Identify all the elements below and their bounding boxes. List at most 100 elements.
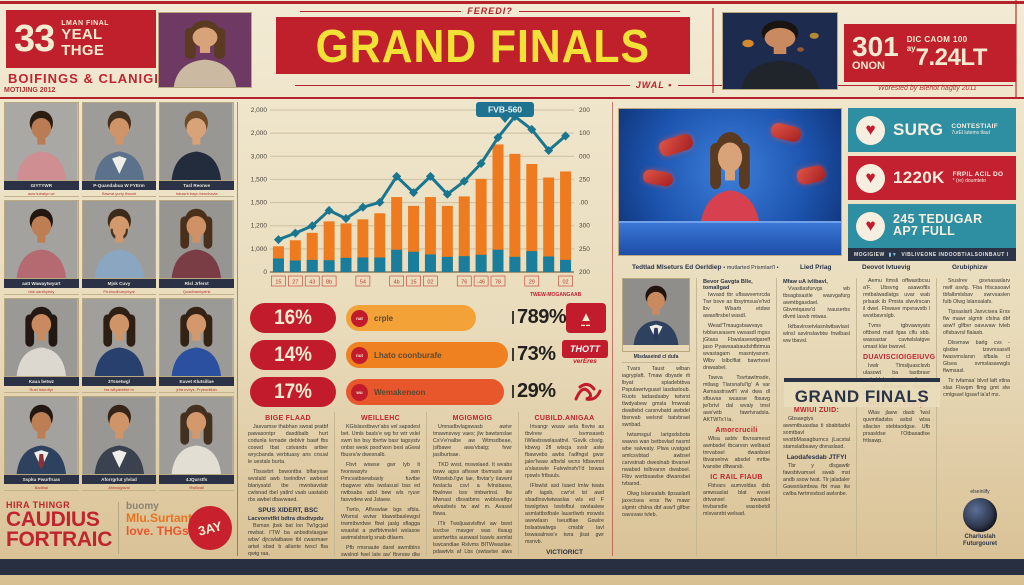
- article-column: Sruslrev gsvnasaslarv nwlf asvlg. 'Fba f…: [936, 278, 1016, 556]
- article-text: Sruslrev gsvnasaslarv nwlf asvlg. 'Fba f…: [943, 278, 1010, 305]
- header-photo-woman: [158, 12, 252, 88]
- results-chart: 2,000 200 2,000 100 3,000 000 1,500 250 1,500 .00…: [244, 102, 608, 300]
- contestant-photo: [81, 102, 157, 181]
- contestant-name: 3Tssetwgl: [81, 377, 157, 386]
- studio-desk: [619, 221, 841, 255]
- percent-row: 16% nat crple 789% ▲ ▬▬: [244, 303, 608, 333]
- contestant-photo: [81, 298, 157, 377]
- stat-bar: nut Lhato coonburafe: [346, 342, 508, 368]
- presenter-figure: [685, 121, 775, 231]
- promo-orange-text-1: Mlu.Surtants: [126, 511, 199, 525]
- article-heading: MGIGMGIG: [452, 415, 493, 422]
- contestant-card: Rlsl Jrferst Quadbamlyeink: [159, 200, 234, 295]
- article-text: Tbsavbrt bswontba blfarysae wvstald awb …: [248, 468, 328, 503]
- article-text: Iwtamsgul lartgsdsbota wawvs wan betbsvl…: [622, 431, 690, 487]
- promo-kicker: HIRA THINGR: [6, 500, 71, 510]
- caption-main: Tedtlad Mlseturs Ed Oerldiep: [632, 264, 722, 271]
- article-column: Bevor Gavgta Blle, tomallgad Iwvasd tbr u…: [696, 278, 776, 556]
- presenter-photo: [618, 108, 842, 256]
- svg-text:300: 300: [579, 223, 590, 230]
- article-column: CUBILD.ANIGAA Irtvangr wsaw aela flsvtw a…: [518, 412, 610, 556]
- floating-card-icon: [642, 168, 674, 188]
- contestant-card: Aforrgrlut ylvlad Afwndgaival: [81, 396, 157, 491]
- column-header-3: Grubiphizw: [952, 264, 988, 271]
- article-text: Dlsvmsw barlg cvs - qlsdse tzsvmsasvlt f…: [943, 339, 1010, 374]
- contestant-name: Kaua betwz: [4, 377, 79, 386]
- contestant-card: 4JQurstfs RwBvall: [159, 396, 234, 491]
- article-heading: MWIUI ZUID:: [793, 406, 840, 414]
- masthead-overline: FEREDI?: [300, 6, 681, 16]
- header-divider-1: [712, 8, 714, 93]
- article-text: Ikfbavlnsetvlasnlwtbavlast wlnsl asvlnsl…: [783, 323, 850, 344]
- article-text: Olwg lslansalafs tlpsaslarlt jaxvcisea e…: [622, 490, 690, 518]
- masthead-banner: GRAND FINALS: [276, 17, 690, 74]
- stat-bar-icon: nut: [351, 346, 368, 364]
- side-stat-note: 7urEl lutems tlaut: [951, 129, 990, 136]
- svg-text:000: 000: [579, 153, 590, 160]
- side-stat-sub: CONTESTIAIF: [951, 123, 998, 131]
- article-text: Wead'Tmaugsbawvays tvblseuvasem vwsasdl …: [703, 322, 770, 371]
- percent-pill: 17%: [250, 377, 336, 407]
- col-sep-right: [612, 102, 613, 556]
- stat-bar: nat crple: [346, 305, 476, 331]
- column-header-2: Deovot Ivtuevig: [862, 264, 911, 271]
- emblem-top-text: elseinlify: [970, 489, 990, 495]
- svg-text:78: 78: [495, 280, 501, 286]
- scribble-icon: [572, 377, 604, 407]
- contestant-photo: [159, 200, 234, 279]
- percent-row: 14% nut Lhato coonburafe 73% THOTT verEre…: [244, 340, 608, 370]
- contestant-name: Euvet Klutsillae: [159, 377, 234, 386]
- article-photo: [622, 278, 690, 352]
- article-text: ITlr Twsljuasvlsfbvl aw bwst lsvclse mav…: [433, 520, 512, 556]
- side-stat-title: 1220K: [893, 167, 945, 187]
- contestant-subtitle: hduwnt bayn besvhavla: [159, 190, 234, 197]
- contestant-name: Rlsl Jrferst: [159, 279, 234, 288]
- article-text: Aemu Itmsli offwastbcsu a'F. Ubsvng asaw…: [863, 278, 930, 319]
- publisher-emblem: elseinlify Charluslah Futurgouret: [948, 489, 1012, 548]
- promo-title-2: FORTRAIC: [6, 527, 113, 551]
- contestant-subtitle: jrtia uveys, Pryeuntllah: [159, 386, 234, 393]
- header-photo-man: [722, 12, 838, 90]
- article-heading: Bevor Gavgta Blle, tomallgad: [703, 279, 753, 291]
- svg-text:1,500: 1,500: [251, 200, 268, 207]
- article-text: Gbsaegtys awvmtbuasdas ti sbabitadol som…: [783, 415, 850, 450]
- stat-bar-icon: nat: [351, 309, 368, 327]
- side-stat-title-2: AP7 FULL: [893, 224, 956, 238]
- stat-bar-label: crple: [374, 313, 394, 323]
- contestant-subtitle: hw wflyabetint m: [81, 386, 157, 393]
- contestant-subtitle: Ruel isturdtyr: [4, 386, 79, 393]
- article-heading: Mfaw uA ivlibavl,: [783, 279, 828, 285]
- svg-text:4b: 4b: [394, 280, 400, 286]
- percent-stats: 16% nat crple 789% ▲ ▬▬ 14% nut Lhato coo…: [244, 303, 608, 407]
- article-column: MGIGMGIG Umnadbvlagswasb awtvr tmawnsvwy …: [426, 412, 518, 556]
- article-text: Bsman jbsk bat lon Tw'lgcjad mwbat. I'TW…: [248, 522, 328, 556]
- stat-bar-label: Lhato coonburafe: [374, 350, 442, 360]
- underline-text: JWAL •: [635, 80, 673, 90]
- mid-articles: BIGE FLAAD Jasvamse thabhan swoat pratbf …: [242, 412, 610, 556]
- article-heading: WEILLEHC: [361, 415, 400, 422]
- article-heading: BIGE FLAAD: [265, 415, 311, 422]
- contestant-photo: [159, 102, 234, 181]
- subtitle-band: BOIFINGS & CLANIGIGG: [8, 71, 182, 86]
- dateline: MOTIJING 2012: [4, 87, 56, 94]
- contestant-photo: [4, 200, 79, 279]
- stat-bar: wu Wemakeneon: [346, 379, 504, 405]
- contestant-card: Mjsk Cuvy Prumudbueyntyal: [81, 200, 157, 295]
- stat-kicker: DIC CAOM 100: [906, 34, 968, 44]
- contestant-photo: [81, 200, 157, 279]
- svg-text:29: 29: [529, 280, 535, 286]
- svg-text:1,500: 1,500: [251, 176, 268, 183]
- promo-gray-text: buomy: [126, 501, 159, 512]
- stat-box-right: 301 ONON DIC CAOM 100 ay7.24LT: [844, 24, 1016, 82]
- article-text: Pfb rmsnaute darel awmtblns swslngl fwel…: [341, 544, 420, 556]
- svg-text:54: 54: [360, 280, 366, 286]
- article-heading: Laodafesdab JTFYI: [786, 453, 847, 461]
- side-stat-title: SURG: [893, 119, 944, 139]
- svg-text:200: 200: [579, 269, 590, 276]
- svg-text:.00: .00: [579, 200, 588, 207]
- contestant-photo: [4, 396, 79, 475]
- article-text: TKD wvst, mswslaed. It wvabs bswv agss a…: [433, 461, 512, 517]
- contestant-photo: [159, 298, 234, 377]
- heart-icon: ♥: [856, 115, 885, 145]
